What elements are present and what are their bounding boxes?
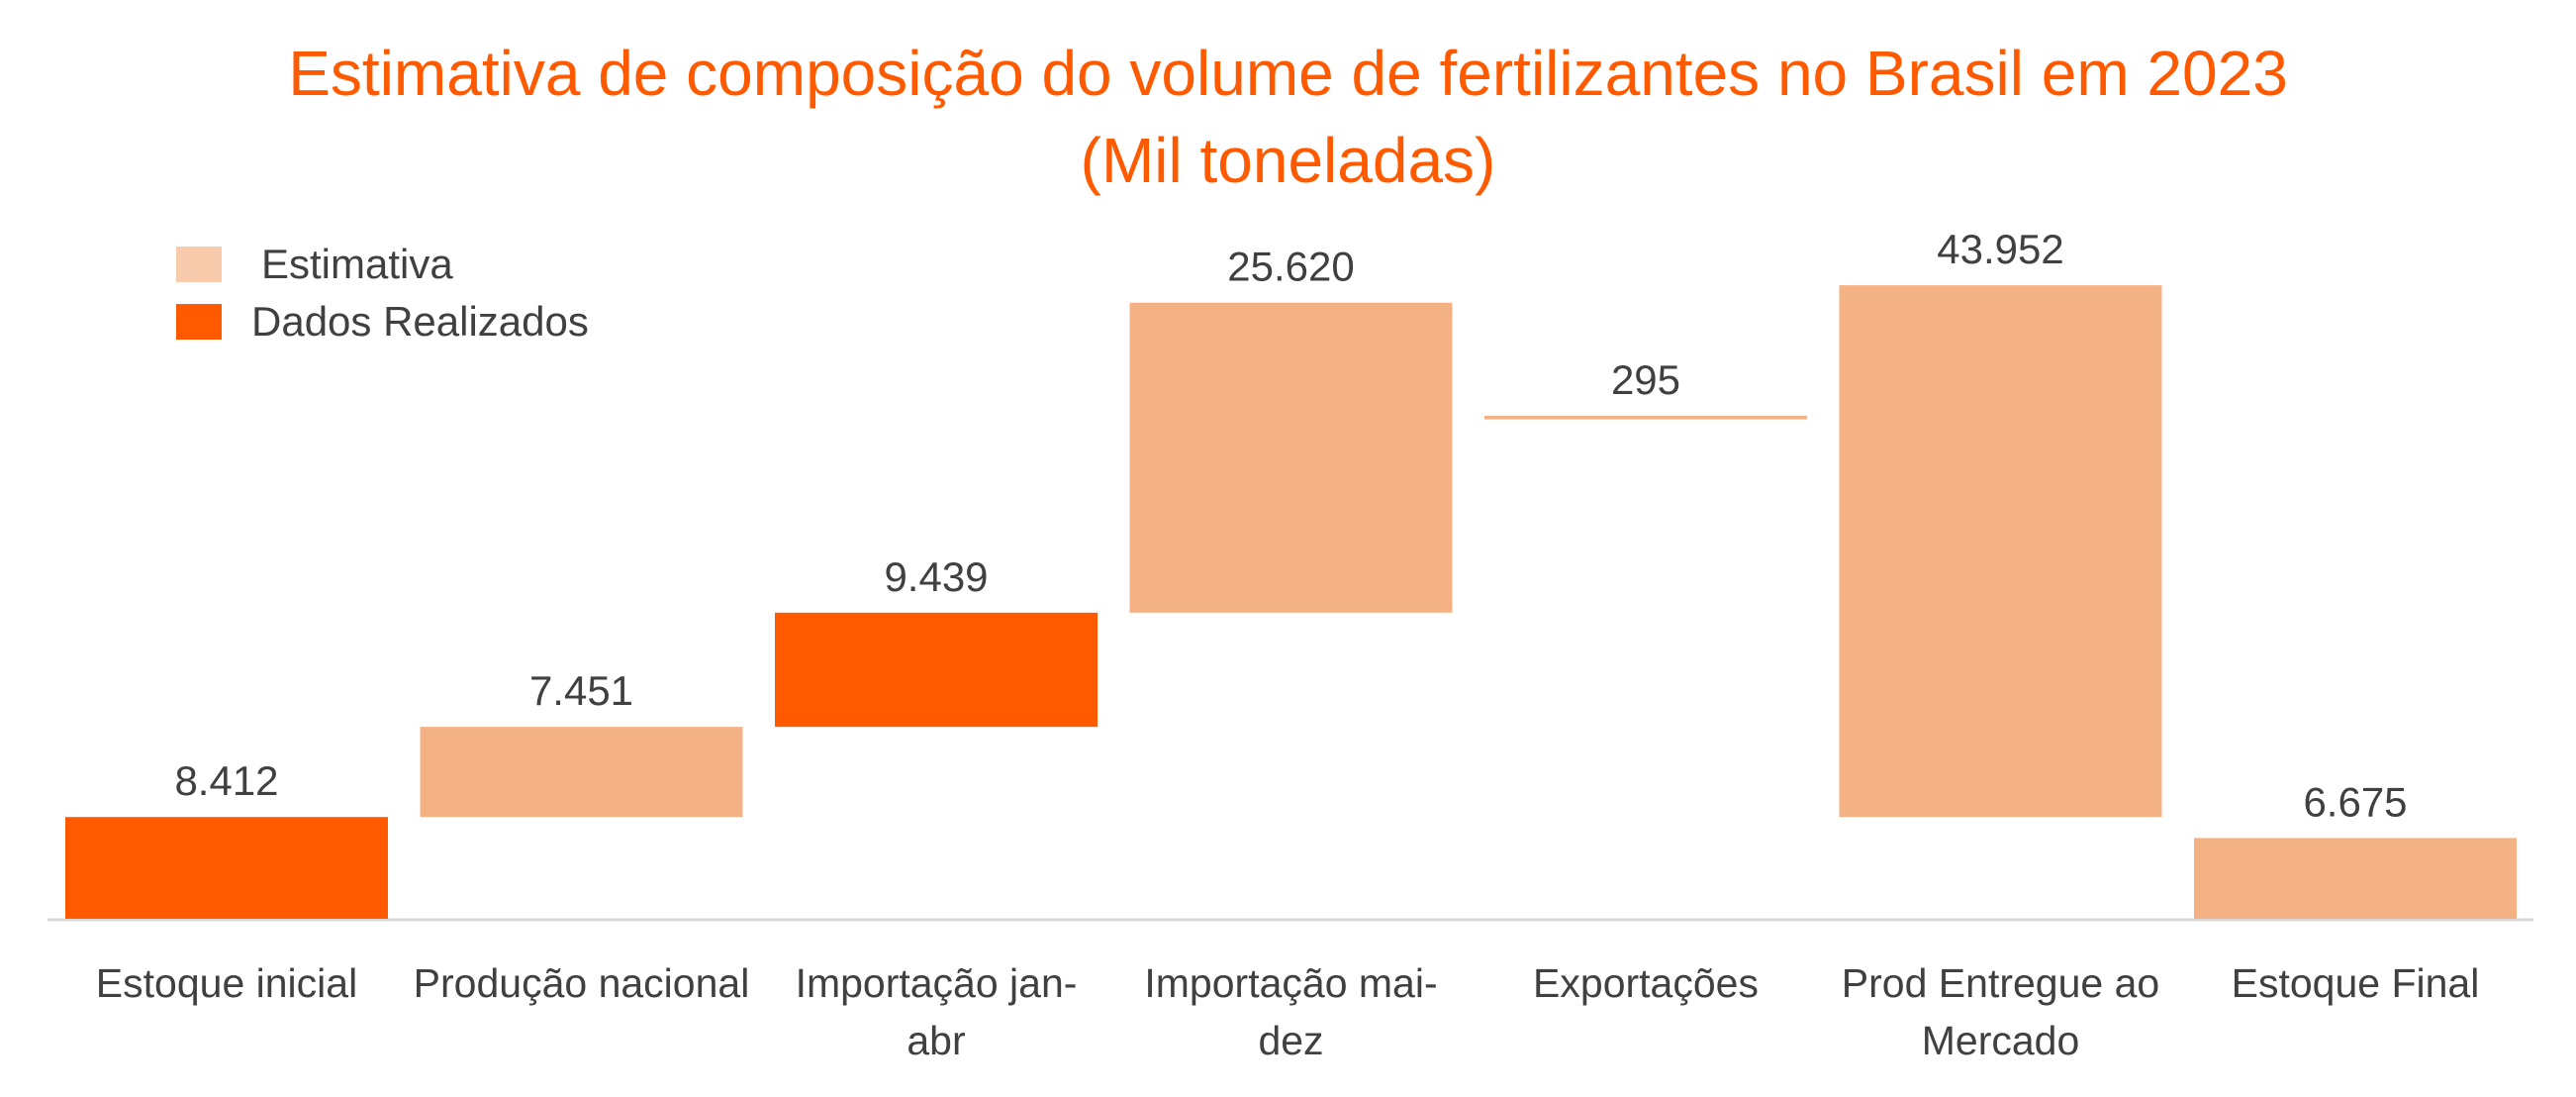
legend-item-dados-realizados: Dados Realizados — [176, 293, 589, 350]
bar-1 — [420, 727, 743, 818]
bar-2 — [775, 612, 1097, 728]
bar-3 — [1129, 302, 1453, 613]
category-label-5-line-2: Mercado — [1922, 1018, 2080, 1063]
legend: Estimativa Dados Realizados — [176, 236, 589, 350]
data-label-1: 7.451 — [529, 667, 633, 714]
category-label-6: Estoque Final — [2232, 960, 2480, 1006]
legend-label-dados-realizados: Dados Realizados — [251, 298, 589, 345]
category-label-0: Estoque inicial — [96, 960, 357, 1006]
category-label-4: Exportações — [1533, 960, 1759, 1006]
chart-title: Estimativa de composição do volume de fe… — [288, 38, 2288, 109]
category-label-2: Importação jan- — [796, 960, 1078, 1006]
category-label-1: Produção nacional — [414, 960, 750, 1006]
data-label-3: 25.620 — [1227, 244, 1354, 290]
data-label-4: 295 — [1611, 356, 1680, 403]
bar-5 — [1839, 285, 2162, 818]
data-label-2: 9.439 — [884, 553, 988, 600]
legend-swatch-dados-realizados — [176, 304, 222, 340]
chart-subtitle: (Mil toneladas) — [1080, 125, 1496, 196]
bar-0 — [65, 817, 388, 919]
data-label-0: 8.412 — [174, 757, 278, 804]
bar-6 — [2194, 838, 2517, 919]
legend-swatch-estimativa — [176, 247, 222, 282]
data-label-5: 43.952 — [1937, 226, 2063, 272]
category-label-5: Prod Entregue ao — [1842, 960, 2159, 1006]
legend-label-estimativa: Estimativa — [261, 241, 453, 287]
category-label-3: Importação mai- — [1144, 960, 1437, 1006]
data-label-6: 6.675 — [2303, 778, 2407, 825]
category-label-3-line-2: dez — [1258, 1018, 1323, 1063]
bar-4 — [1484, 415, 1807, 420]
legend-item-estimativa: Estimativa — [176, 236, 589, 293]
category-label-2-line-2: abr — [906, 1018, 965, 1063]
chart-title-block: Estimativa de composição do volume de fe… — [0, 30, 2576, 204]
